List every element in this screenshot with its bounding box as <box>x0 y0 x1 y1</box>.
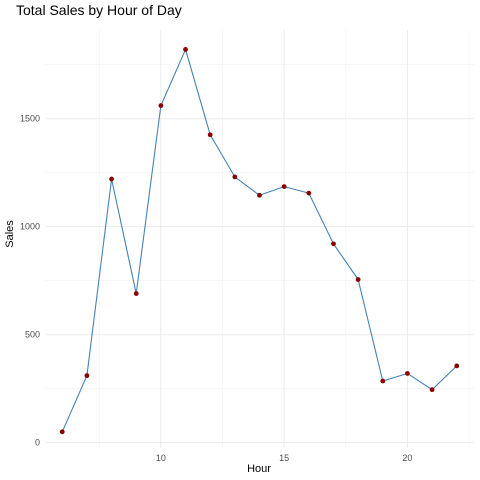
data-point <box>331 241 336 247</box>
y-tick-label: 0 <box>35 438 40 448</box>
data-point <box>158 103 164 109</box>
data-point <box>380 378 386 384</box>
data-point <box>59 429 65 435</box>
data-point <box>355 277 361 282</box>
x-tick-label: 15 <box>279 453 289 463</box>
data-point <box>405 371 410 376</box>
data-point <box>454 363 460 369</box>
data-point <box>109 176 114 182</box>
y-axis-title: Sales <box>4 220 16 248</box>
x-tick-label: 20 <box>402 453 412 463</box>
x-axis-tick-labels: 10 15 20 <box>156 453 413 463</box>
data-point <box>306 190 312 196</box>
data-point <box>232 174 238 180</box>
x-axis-title: Hour <box>247 463 271 475</box>
series-line <box>61 48 458 433</box>
y-axis-tick-labels: 0 500 1000 1500 <box>20 114 40 448</box>
data-point <box>183 47 188 52</box>
y-tick-label: 500 <box>25 330 40 340</box>
series-layer <box>61 48 458 433</box>
data-point <box>281 184 287 190</box>
data-point <box>84 373 90 379</box>
chart-title: Total Sales by Hour of Day <box>16 2 182 18</box>
y-tick-label: 1500 <box>20 114 40 124</box>
data-point <box>207 132 213 138</box>
minor-gridlines <box>45 30 474 448</box>
major-gridlines <box>45 30 474 448</box>
data-point <box>257 192 262 198</box>
x-tick-label: 10 <box>156 453 166 463</box>
y-tick-label: 1000 <box>20 222 40 232</box>
data-points <box>59 47 460 435</box>
data-point <box>429 387 435 393</box>
data-point <box>133 291 139 296</box>
